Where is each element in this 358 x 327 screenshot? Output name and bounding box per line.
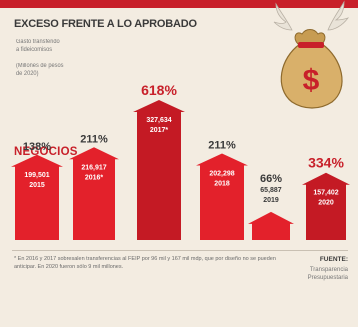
money-bag-icon: $: [273, 0, 350, 109]
category-label: 2015: [29, 182, 45, 189]
category-label: 2018: [214, 181, 230, 188]
chart-title: EXCESO FRENTE A LO APROBADO: [14, 18, 197, 30]
units-note: (Millones de pesos de 2020): [16, 63, 64, 77]
bar-2019: [248, 211, 294, 240]
source-value: Transparencia Presupuestaria: [307, 267, 348, 281]
bar-2018: [196, 153, 248, 240]
percent-label: 211%: [80, 133, 108, 145]
percent-label: 138%: [23, 141, 51, 153]
bar-2017: [133, 100, 185, 240]
category-label: 2017*: [150, 127, 169, 134]
transfer-note: Gasto transferido a fideicomisos: [16, 39, 60, 53]
value-label: 216,917: [81, 164, 106, 171]
value-label: 202,298: [209, 171, 234, 178]
value-label: 199,501: [24, 172, 49, 179]
category-label: 2020: [318, 200, 334, 207]
percent-label: 334%: [308, 155, 344, 171]
percent-label: 211%: [208, 140, 236, 152]
source-label: FUENTE:: [319, 256, 348, 263]
footnote: * En 2016 y 2017 sobresalen transferenci…: [14, 256, 276, 270]
bar-chart: 199,501 2015 138% 216,917 2016* 211% 327,634 20…: [11, 82, 350, 240]
svg-text:$: $: [303, 64, 320, 97]
percent-label: 66%: [260, 173, 282, 185]
value-label: 157,402: [313, 190, 338, 197]
footer-divider: [12, 250, 348, 251]
category-label: 2019: [263, 197, 279, 204]
value-label: 327,634: [146, 117, 171, 124]
bar-2020: [302, 172, 350, 240]
percent-label: 618%: [141, 82, 177, 98]
section-label: NEGOCIOS: [14, 146, 78, 158]
value-label: 65,887: [260, 187, 282, 194]
top-accent-bar: [0, 0, 358, 8]
bar-2015: [11, 154, 63, 240]
bar-2016: [69, 147, 119, 240]
category-label: 2016*: [85, 174, 104, 181]
